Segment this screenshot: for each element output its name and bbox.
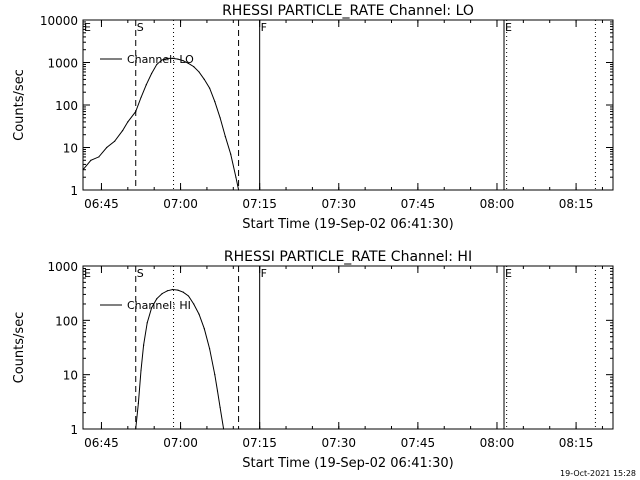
data-point-lo [198,71,200,73]
data-point-hi [208,348,211,350]
plot-frame-lo [82,19,614,191]
plot-frame-hi [82,265,614,430]
data-point-lo [172,57,174,59]
y-tick-label-lo: 100 [55,99,78,113]
data-point-hi [143,344,145,346]
flag-label-hi: S [137,267,144,280]
x-tick-label-hi: 06:45 [84,436,119,450]
plot-lo: RHESSI PARTICLE_RATE Channel: LO Start Ti… [12,3,614,232]
data-point-hi [219,406,221,408]
timestamp: 19-Oct-2021 15:28 [560,469,636,478]
data-point-hi [193,303,195,305]
y-axis-label-hi: Counts/sec [12,312,27,384]
data-point-hi [135,428,137,430]
data-point-lo [208,87,211,89]
y-tick-label-hi: 1 [70,423,78,437]
data-point-hi [203,328,205,330]
data-point-lo [219,117,221,119]
data-point-hi [150,307,153,309]
x-tick-label-hi: 07:15 [242,436,277,450]
x-tick-label-hi: 07:45 [401,436,436,450]
y-tick-label-lo: 1 [70,184,78,198]
flag-label-hi: E [84,267,91,280]
y-tick-label-hi: 10 [63,369,78,383]
data-point-lo [224,136,226,138]
data-point-lo [177,58,179,60]
data-point-hi [223,428,225,430]
x-tick-label-hi: 08:15 [559,436,594,450]
data-point-lo [156,63,158,66]
data-point-lo [145,84,147,86]
x-tick-label-lo: 07:15 [242,197,277,211]
y-axis-label-lo: Counts/sec [12,69,27,141]
data-point-lo [127,121,129,123]
data-point-hi [140,369,142,371]
flag-label-hi: E [505,267,512,280]
data-point-hi [214,374,216,376]
y-tick-label-lo: 1000 [47,57,78,71]
data-point-lo [237,189,240,191]
data-point-lo [235,176,237,178]
data-point-lo [140,96,142,99]
data-point-hi [161,293,163,295]
data-point-hi [177,289,179,291]
x-tick-label-lo: 06:45 [84,197,119,211]
data-point-lo [187,62,190,65]
flag-label-lo: E [84,21,91,34]
data-point-lo [121,129,124,132]
chart-title-hi: RHESSI PARTICLE_RATE Channel: HI [224,249,472,265]
data-point-lo [90,159,92,161]
x-tick-label-lo: 08:15 [559,197,594,211]
x-tick-label-lo: 07:00 [163,197,198,211]
y-tick-label-lo: 10 [63,142,78,156]
legend-label-hi: Channel: HI [127,299,191,312]
flag-label-hi: F [261,267,267,280]
data-point-lo [193,66,195,68]
x-tick-label-lo: 08:00 [480,197,515,211]
x-tick-label-hi: 08:00 [480,436,515,450]
data-point-hi [137,402,139,404]
y-tick-label-lo: 10000 [40,14,78,28]
data-point-lo [106,146,108,149]
x-tick-label-lo: 07:45 [401,197,436,211]
data-point-hi [146,322,148,324]
x-tick-label-hi: 07:30 [321,436,356,450]
data-point-hi [198,313,200,315]
x-tick-label-lo: 07:30 [321,197,356,211]
plot-hi: RHESSI PARTICLE_RATE Channel: HI Start Ti… [12,249,614,471]
data-point-lo [150,72,153,75]
y-tick-label-hi: 1000 [47,260,78,274]
data-point-lo [98,156,100,158]
x-tick-label-hi: 07:00 [163,436,198,450]
flag-label-lo: E [505,21,512,34]
data-point-lo [82,169,84,171]
data-point-hi [216,390,219,392]
data-point-lo [161,59,163,61]
data-point-lo [135,110,137,113]
data-point-hi [187,295,190,297]
legend-label-lo: Channel: LO [127,53,194,66]
data-point-lo [230,153,232,155]
data-point-hi [156,298,158,300]
series-line-lo [82,57,240,191]
data-point-lo [114,140,116,142]
flag-label-lo: F [261,21,267,34]
y-tick-label-hi: 100 [55,314,78,328]
x-axis-label-hi: Start Time (19-Sep-02 06:41:30) [242,456,453,471]
chart-title-lo: RHESSI PARTICLE_RATE Channel: LO [222,3,474,19]
data-point-lo [214,101,216,103]
data-point-hi [182,291,184,293]
data-point-lo [166,57,168,59]
data-point-lo [203,78,205,81]
data-point-hi [166,290,168,292]
flag-label-lo: S [137,21,144,34]
data-point-hi [172,288,174,291]
x-axis-label-lo: Start Time (19-Sep-02 06:41:30) [242,217,453,232]
data-point-lo [182,60,184,62]
